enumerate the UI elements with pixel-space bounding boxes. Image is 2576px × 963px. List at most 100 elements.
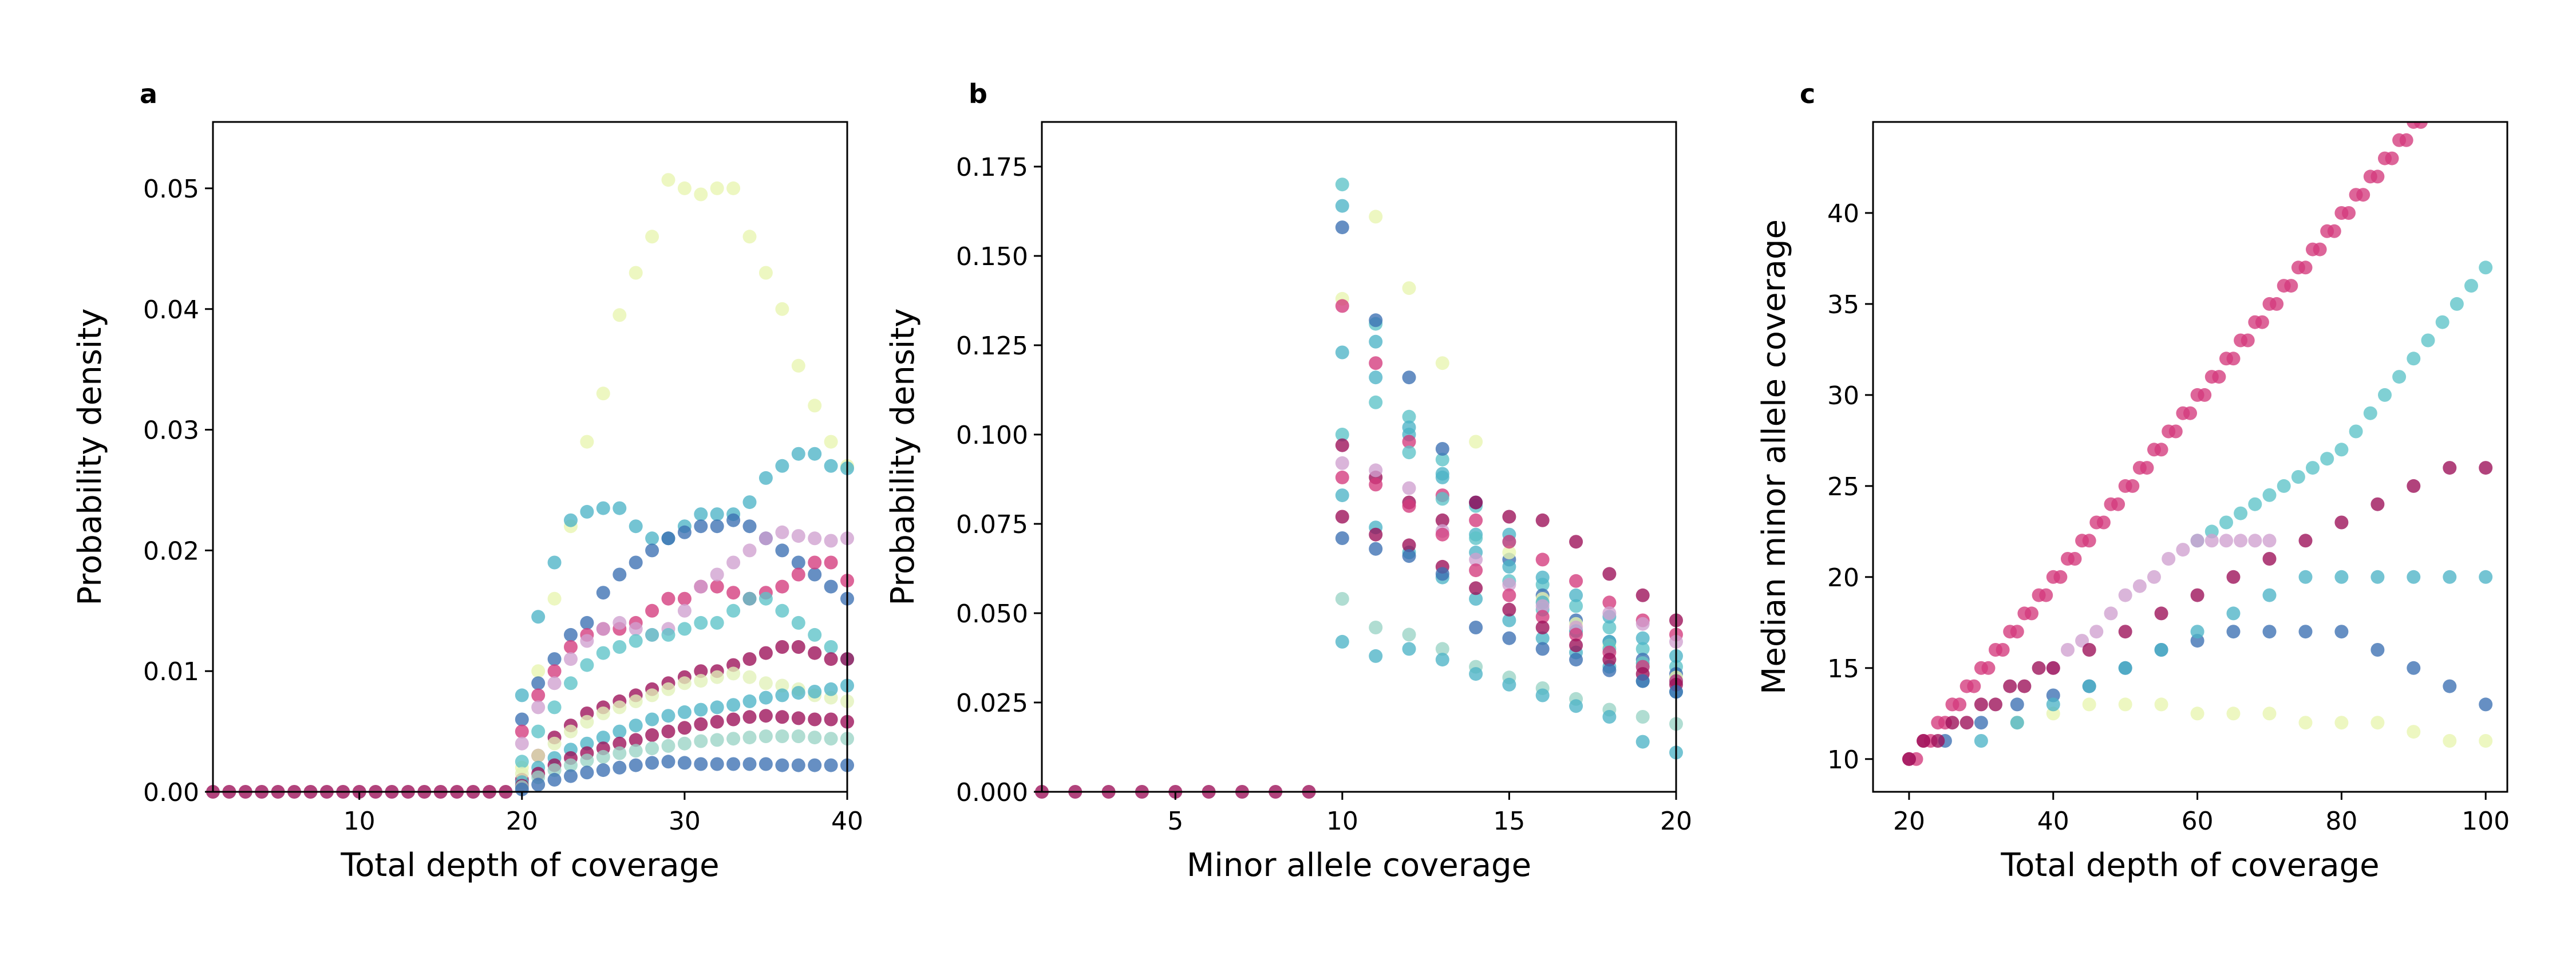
- data-point: [824, 555, 838, 570]
- data-point: [564, 652, 578, 666]
- data-point: [677, 181, 692, 195]
- data-point: [2370, 716, 2385, 730]
- panel-a: 10 20 30 40 0.00 0.01 0.02 0.03 0.04 0.05 Total de…: [72, 78, 863, 884]
- data-point: [661, 755, 675, 769]
- data-point: [661, 739, 675, 753]
- data-point: [1635, 674, 1650, 688]
- data-point: [775, 302, 789, 316]
- data-point: [2464, 279, 2478, 293]
- data-point: [775, 525, 789, 539]
- data-point: [824, 652, 838, 666]
- data-point: [645, 230, 659, 244]
- x-tick-label: 20: [1893, 807, 1925, 836]
- data-point: [2082, 697, 2096, 712]
- data-point: [2190, 534, 2204, 548]
- data-point: [596, 731, 610, 745]
- data-point: [1535, 631, 1550, 645]
- data-point: [2370, 643, 2385, 657]
- data-point: [791, 758, 805, 772]
- data-point: [1502, 559, 1516, 574]
- data-point: [775, 603, 789, 618]
- panel-b: 5 10 15 20 0.000 0.025 0.050 0.075 0.100 0.125 0.1…: [884, 78, 1692, 884]
- data-point: [1535, 610, 1550, 624]
- data-point: [1369, 621, 1383, 634]
- data-point: [2241, 333, 2255, 348]
- data-point: [694, 507, 708, 522]
- data-point: [1502, 677, 1516, 692]
- data-point: [1369, 477, 1383, 492]
- data-point: [2479, 461, 2493, 475]
- data-point: [2370, 169, 2385, 184]
- y-tick-label: 20: [1827, 563, 1859, 593]
- data-point: [1602, 653, 1617, 667]
- data-point: [1569, 574, 1583, 588]
- data-point: [1369, 463, 1383, 477]
- data-point: [1535, 552, 1550, 567]
- data-point: [2262, 588, 2277, 602]
- data-point: [2298, 261, 2313, 275]
- data-point: [2089, 625, 2104, 639]
- data-point: [677, 603, 692, 618]
- data-point: [2407, 570, 2421, 584]
- data-point: [677, 525, 692, 539]
- data-point: [661, 531, 675, 546]
- data-point: [1435, 452, 1449, 467]
- data-point: [629, 266, 643, 280]
- data-point: [1469, 495, 1483, 510]
- data-point: [596, 501, 610, 515]
- data-point: [2443, 78, 2456, 92]
- data-point: [547, 700, 562, 715]
- data-point: [596, 707, 610, 720]
- data-point: [661, 591, 675, 606]
- data-point: [2407, 479, 2421, 493]
- data-point: [531, 664, 546, 678]
- data-point: [1335, 438, 1349, 452]
- data-point: [2010, 697, 2024, 712]
- data-point: [1435, 653, 1449, 667]
- data-point: [758, 690, 773, 705]
- data-point: [775, 710, 789, 724]
- data-point: [547, 664, 562, 678]
- data-point: [2190, 707, 2204, 721]
- x-tick-label: 15: [1493, 807, 1525, 836]
- data-point: [2421, 333, 2435, 348]
- data-point: [2334, 716, 2349, 730]
- data-point: [1335, 456, 1349, 470]
- data-point: [742, 543, 757, 558]
- data-point: [596, 749, 610, 764]
- y-tick-label: 40: [1827, 199, 1859, 228]
- data-point: [1369, 334, 1383, 349]
- data-point: [2003, 679, 2017, 693]
- data-point: [613, 567, 627, 582]
- data-point: [2479, 697, 2493, 712]
- data-point: [580, 765, 594, 780]
- data-point: [531, 610, 546, 624]
- data-point: [1602, 567, 1617, 581]
- data-point: [2450, 61, 2464, 74]
- data-point: [580, 504, 594, 519]
- data-point: [564, 724, 578, 739]
- data-point: [2262, 488, 2277, 502]
- data-point: [2118, 625, 2132, 639]
- data-point: [1469, 581, 1483, 595]
- data-point: [726, 513, 741, 527]
- data-point: [645, 603, 659, 618]
- y-tick-label: 0.03: [143, 416, 199, 445]
- data-point: [2356, 188, 2370, 202]
- data-point: [1402, 627, 1416, 642]
- data-point: [1402, 445, 1416, 460]
- data-point: [629, 719, 643, 733]
- data-point: [1635, 631, 1650, 645]
- data-point: [1402, 499, 1416, 513]
- data-point: [2118, 697, 2132, 712]
- data-point: [1981, 661, 1996, 675]
- data-point: [2104, 606, 2118, 621]
- data-point: [791, 729, 805, 743]
- data-point: [758, 531, 773, 546]
- data-point: [564, 769, 578, 783]
- data-point: [1335, 428, 1349, 441]
- data-point: [2111, 497, 2125, 511]
- data-point: [742, 495, 757, 510]
- data-point: [710, 519, 724, 534]
- data-point: [531, 777, 546, 792]
